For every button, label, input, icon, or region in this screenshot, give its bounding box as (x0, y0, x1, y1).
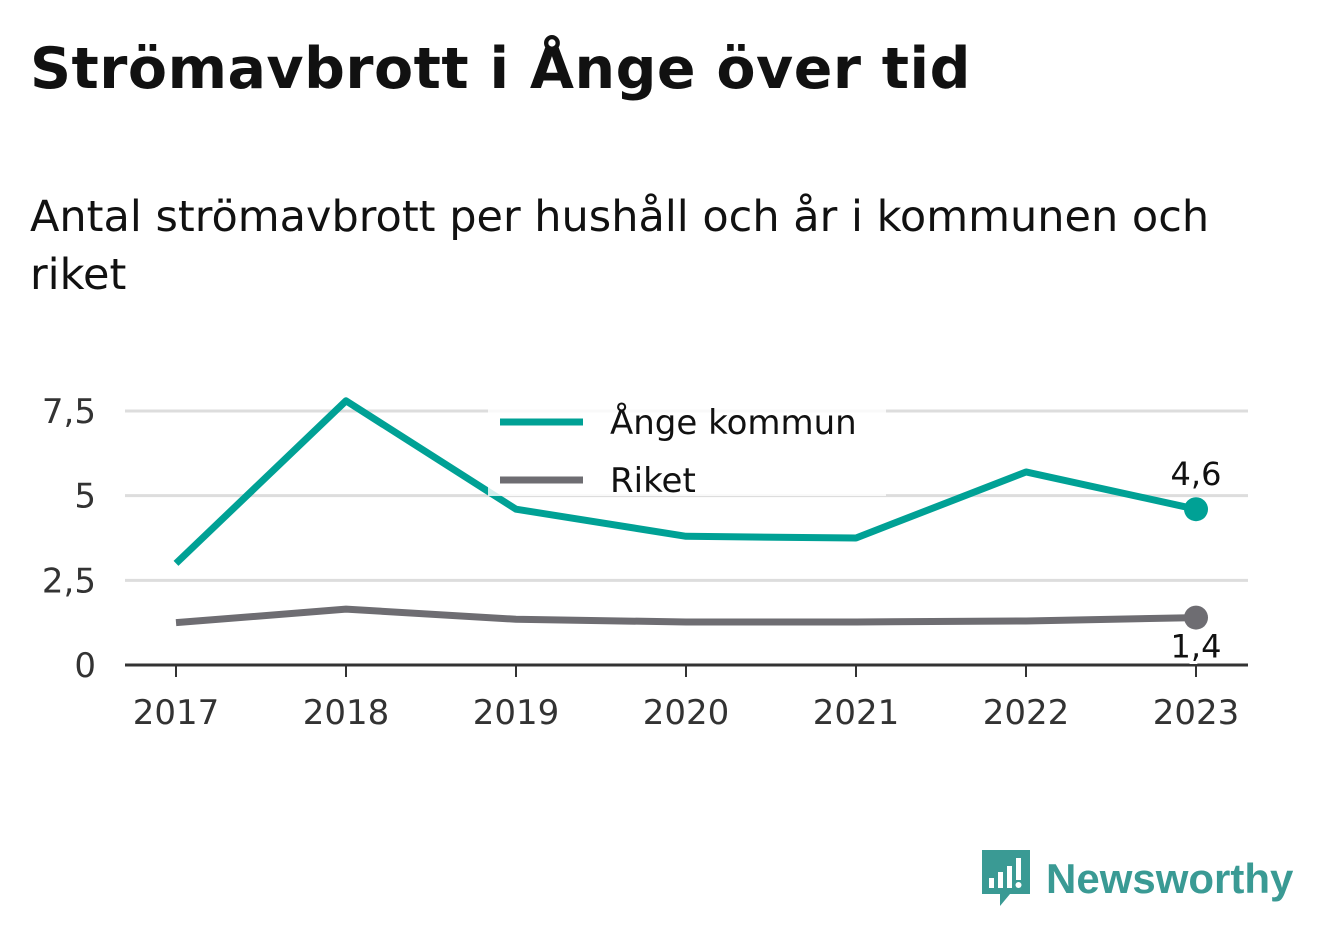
y-tick-label: 5 (74, 477, 96, 517)
y-tick-label: 7,5 (42, 392, 96, 432)
newsworthy-icon (982, 850, 1030, 906)
x-tick-label: 2021 (813, 693, 900, 733)
x-tick-label: 2019 (473, 693, 560, 733)
x-tick-label: 2023 (1153, 693, 1240, 733)
x-tick-label: 2022 (983, 693, 1070, 733)
x-tick-label: 2018 (303, 693, 390, 733)
x-tick-label: 2017 (133, 693, 220, 733)
x-tick-label: 2020 (643, 693, 730, 733)
y-tick-label: 2,5 (42, 561, 96, 601)
newsworthy-logo: Newsworthy (980, 848, 1293, 910)
series-line-riket (175, 605, 1197, 627)
chart-title: Strömavbrott i Ånge över tid (30, 36, 971, 102)
end-point (1184, 497, 1208, 522)
end-value-label: 4,6 (1171, 455, 1222, 493)
chart-subtitle: Antal strömavbrott per hushåll och år i … (30, 192, 1210, 300)
brand-name: Newsworthy (1046, 855, 1294, 902)
legend-label: Ånge kommun (610, 402, 857, 443)
legend-label: Riket (610, 461, 696, 501)
y-tick-label: 0 (74, 646, 96, 686)
series-line-ange-kommun (173, 397, 1197, 566)
end-value-label: 1,4 (1171, 628, 1222, 666)
end-point (1184, 605, 1208, 630)
